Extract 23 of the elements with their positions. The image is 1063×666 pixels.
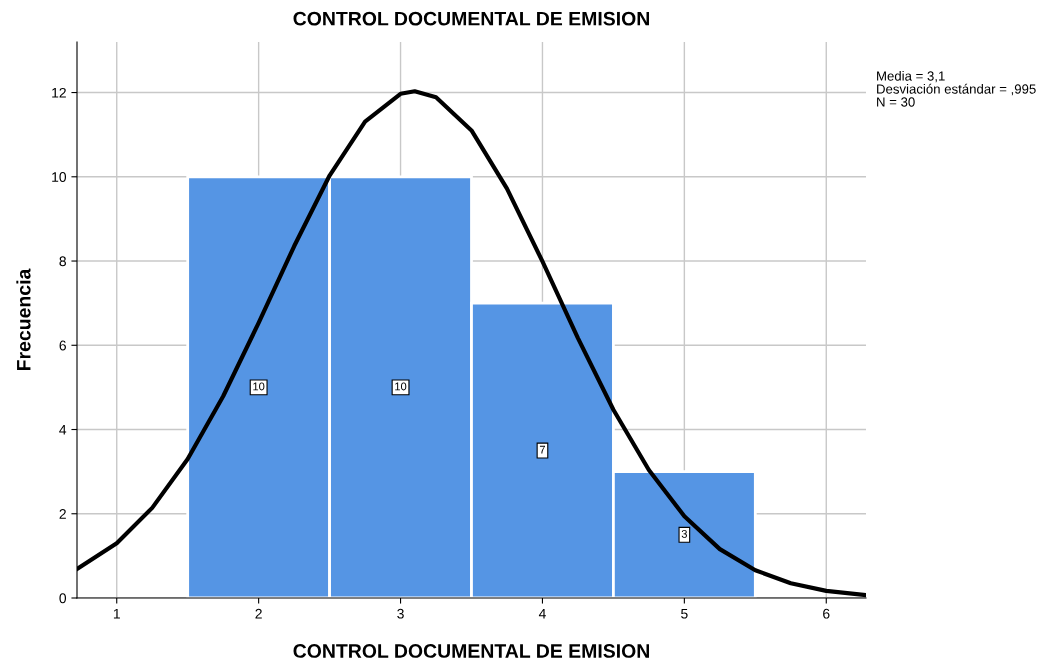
- data-label: 10: [395, 382, 407, 391]
- x-tick-label: 1: [113, 608, 120, 619]
- data-label: 3: [681, 529, 687, 538]
- text: N = 30: [877, 97, 915, 107]
- data-label: 10: [253, 382, 265, 391]
- y-tick-label: 12: [52, 87, 66, 98]
- data-label: 7: [539, 445, 545, 454]
- x-tick-label: 4: [538, 608, 546, 619]
- x-tick-label: 6: [823, 608, 830, 619]
- y-tick-label: 6: [59, 340, 66, 351]
- x-tick-label: 5: [681, 608, 688, 619]
- y-tick-label: 4: [59, 424, 67, 435]
- x-tick-label: 3: [397, 608, 404, 619]
- text: Media = 3,1: [877, 71, 945, 83]
- y-tick-label: 10: [52, 172, 67, 182]
- y-tick-label: 2: [59, 509, 66, 519]
- chart-title: CONTROL DOCUMENTAL DE EMISION: [293, 11, 649, 26]
- y-tick-label: 8: [59, 256, 66, 267]
- y-tick-label: 0: [59, 593, 67, 604]
- x-tick-label: 2: [255, 608, 262, 619]
- x-axis-title: CONTROL DOCUMENTAL DE EMISION: [293, 644, 649, 658]
- y-axis-title: Frecuencia: [16, 268, 31, 371]
- text: Desviación estándar = ,995: [877, 83, 1036, 96]
